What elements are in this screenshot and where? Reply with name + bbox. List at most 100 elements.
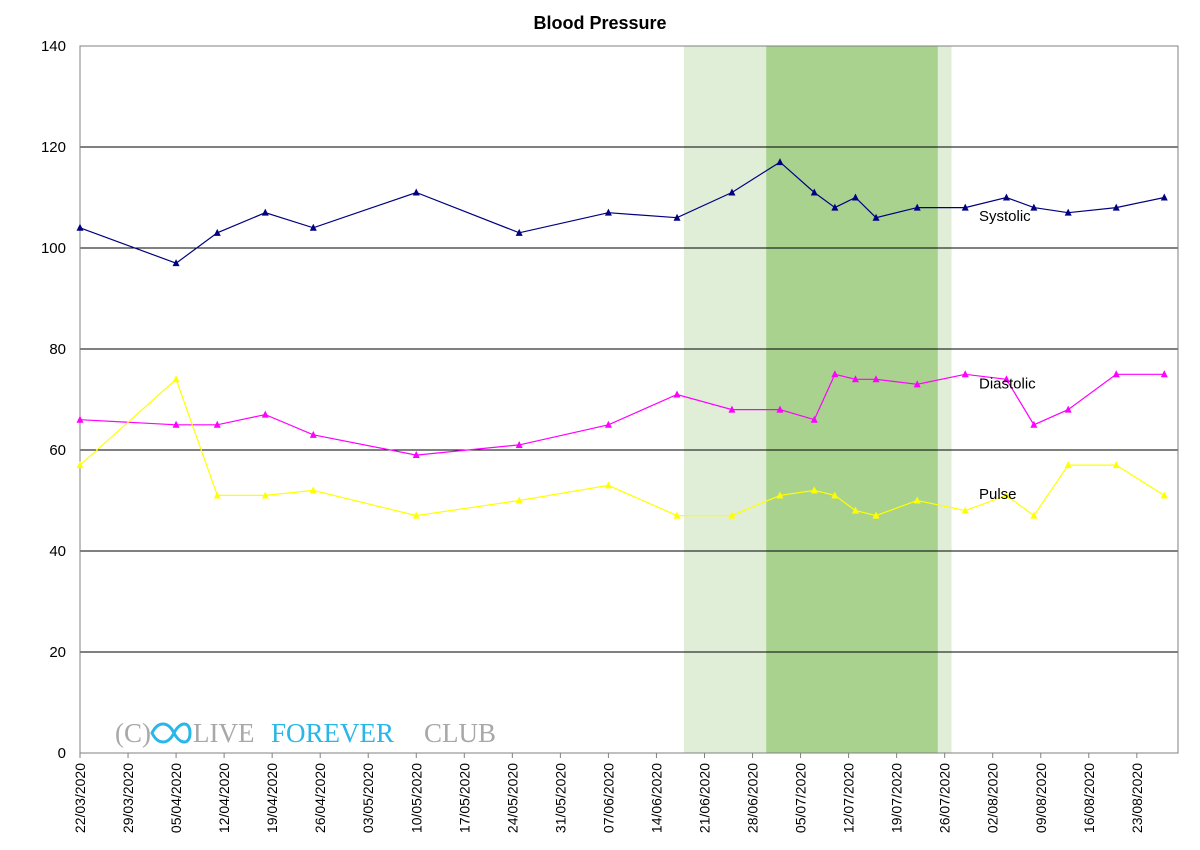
data-point-diastolic-8 — [673, 390, 681, 398]
data-point-pulse-13 — [851, 506, 859, 514]
x-axis-ticks — [79, 753, 1138, 758]
data-point-pulse-6 — [515, 496, 523, 504]
data-point-diastolic-1 — [172, 420, 180, 428]
y-tick-label-0: 0 — [58, 745, 66, 762]
y-tick-label-60: 60 — [49, 442, 66, 459]
data-point-systolic-15 — [913, 203, 921, 211]
x-tick-label-2020-07-12: 12/07/2020 — [841, 763, 857, 833]
data-point-systolic-11 — [810, 188, 818, 196]
data-point-diastolic-15 — [913, 380, 921, 388]
data-point-systolic-14 — [872, 213, 880, 221]
series-pulse — [76, 375, 1168, 519]
data-point-pulse-18 — [1030, 511, 1038, 519]
data-point-diastolic-18 — [1030, 420, 1038, 428]
data-point-pulse-19 — [1064, 461, 1072, 469]
data-point-diastolic-12 — [831, 370, 839, 378]
data-point-systolic-16 — [961, 203, 969, 211]
series-diastolic — [76, 370, 1168, 459]
x-tick-label-2020-05-31: 31/05/2020 — [552, 763, 568, 833]
chart-title: Blood Pressure — [533, 13, 666, 33]
y-tick-label-140: 140 — [41, 38, 66, 55]
series-label-systolic: Systolic — [979, 208, 1031, 225]
x-tick-label-2020-05-24: 24/05/2020 — [504, 763, 520, 833]
y-tick-label-20: 20 — [49, 644, 66, 661]
data-point-diastolic-4 — [309, 430, 317, 438]
watermark-word-live: LIVE — [193, 718, 254, 748]
x-tick-label-2020-06-14: 14/06/2020 — [648, 763, 664, 833]
x-tick-label-2020-06-07: 07/06/2020 — [600, 763, 616, 833]
watermark-logo: (C) LIVE FOREVER CLUB — [115, 718, 496, 748]
series-line-pulse — [79, 378, 1165, 517]
x-tick-label-2020-03-22: 22/03/2020 — [72, 763, 88, 833]
data-point-pulse-14 — [872, 511, 880, 519]
axes: 0 20 40 60 80 100 120 140 22/03/2020 29/03/2020 05… — [41, 38, 1178, 833]
data-point-diastolic-5 — [412, 451, 420, 459]
x-tick-label-2020-08-23: 23/08/2020 — [1129, 763, 1145, 833]
y-tick-label-100: 100 — [41, 240, 66, 257]
data-point-pulse-12 — [831, 491, 839, 499]
data-point-pulse-0 — [76, 461, 84, 469]
x-tick-label-2020-04-12: 12/04/2020 — [216, 763, 232, 833]
x-tick-label-2020-07-05: 05/07/2020 — [793, 763, 809, 833]
data-point-systolic-9 — [728, 188, 736, 196]
x-tick-label-2020-04-19: 19/04/2020 — [264, 763, 280, 833]
data-point-diastolic-19 — [1064, 405, 1072, 413]
x-tick-label-2020-06-21: 21/06/2020 — [696, 763, 712, 833]
watermark-word-club: CLUB — [424, 718, 496, 748]
data-point-systolic-10 — [776, 158, 784, 166]
data-point-pulse-21 — [1160, 491, 1168, 499]
data-point-pulse-4 — [309, 486, 317, 494]
data-point-pulse-11 — [810, 486, 818, 494]
data-point-diastolic-13 — [851, 375, 859, 383]
x-tick-label-2020-07-19: 19/07/2020 — [889, 763, 905, 833]
data-point-diastolic-6 — [515, 440, 523, 448]
series-labels: Systolic Diastolic Pulse — [979, 208, 1036, 503]
data-point-systolic-12 — [831, 203, 839, 211]
x-tick-label-2020-05-03: 03/05/2020 — [360, 763, 376, 833]
data-point-pulse-9 — [728, 511, 736, 519]
shaded-regions — [683, 46, 952, 753]
data-point-systolic-21 — [1160, 193, 1168, 201]
data-point-systolic-6 — [515, 228, 523, 236]
data-point-pulse-15 — [913, 496, 921, 504]
x-tick-label-2020-08-09: 09/08/2020 — [1033, 763, 1049, 833]
data-point-systolic-5 — [412, 188, 420, 196]
data-point-diastolic-3 — [261, 410, 269, 418]
data-point-diastolic-2 — [213, 420, 221, 428]
data-point-systolic-3 — [261, 208, 269, 216]
data-point-systolic-19 — [1064, 208, 1072, 216]
series-systolic — [76, 158, 1168, 267]
x-tick-label-2020-05-10: 10/05/2020 — [408, 763, 424, 833]
series-label-pulse: Pulse — [979, 486, 1017, 503]
data-point-pulse-10 — [776, 491, 784, 499]
x-tick-label-2020-05-17: 17/05/2020 — [456, 763, 472, 833]
data-point-systolic-1 — [172, 259, 180, 267]
data-point-systolic-0 — [76, 223, 84, 231]
series-line-diastolic — [79, 373, 1165, 456]
y-tick-label-40: 40 — [49, 543, 66, 560]
data-point-pulse-3 — [261, 491, 269, 499]
data-point-diastolic-10 — [776, 405, 784, 413]
series-layer — [76, 158, 1168, 519]
data-point-diastolic-14 — [872, 375, 880, 383]
y-tick-label-80: 80 — [49, 341, 66, 358]
data-point-pulse-5 — [412, 511, 420, 519]
data-point-diastolic-11 — [810, 415, 818, 423]
data-point-systolic-13 — [851, 193, 859, 201]
data-point-systolic-17 — [1002, 193, 1010, 201]
data-point-pulse-2 — [213, 491, 221, 499]
data-point-diastolic-21 — [1160, 370, 1168, 378]
watermark-copyright: (C) — [115, 718, 151, 748]
data-point-pulse-7 — [604, 481, 612, 489]
data-point-pulse-1 — [172, 375, 180, 383]
gridlines — [80, 146, 1178, 653]
x-tick-label-2020-07-26: 26/07/2020 — [937, 763, 953, 833]
data-point-diastolic-17 — [1002, 375, 1010, 383]
infinity-logo-icon — [150, 722, 192, 744]
data-point-systolic-8 — [673, 213, 681, 221]
x-tick-label-2020-08-16: 16/08/2020 — [1081, 763, 1097, 833]
shaded-region-1 — [766, 46, 938, 753]
x-tick-label-2020-06-28: 28/06/2020 — [745, 763, 761, 833]
